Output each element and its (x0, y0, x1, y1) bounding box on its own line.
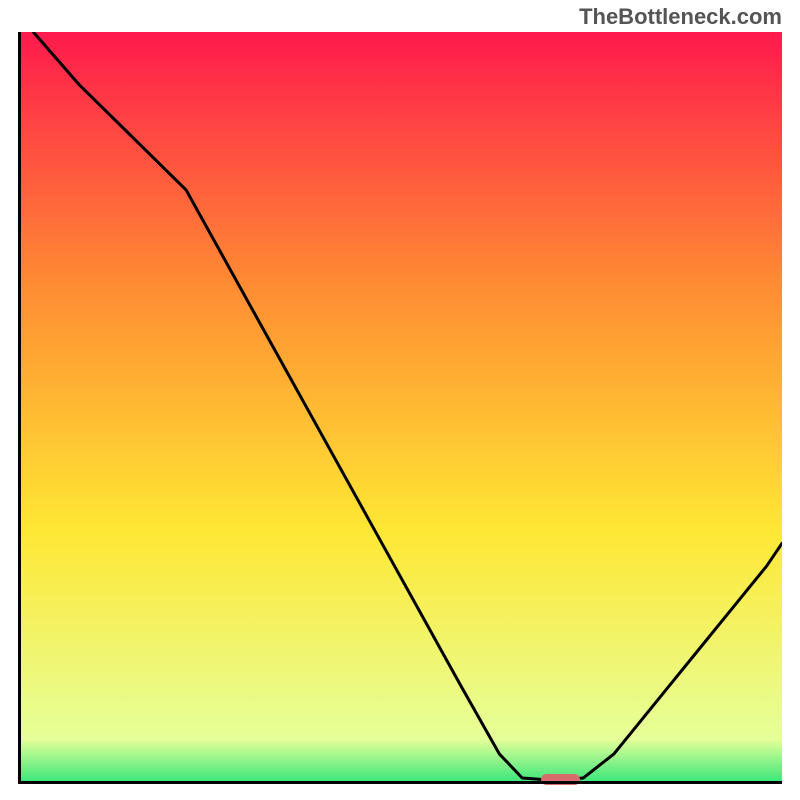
x-axis (18, 781, 782, 784)
y-axis (18, 32, 21, 784)
chart-container: TheBottleneck.com (0, 0, 800, 800)
watermark-text: TheBottleneck.com (579, 4, 782, 30)
plot-area (18, 32, 782, 784)
gradient-background (18, 32, 782, 784)
